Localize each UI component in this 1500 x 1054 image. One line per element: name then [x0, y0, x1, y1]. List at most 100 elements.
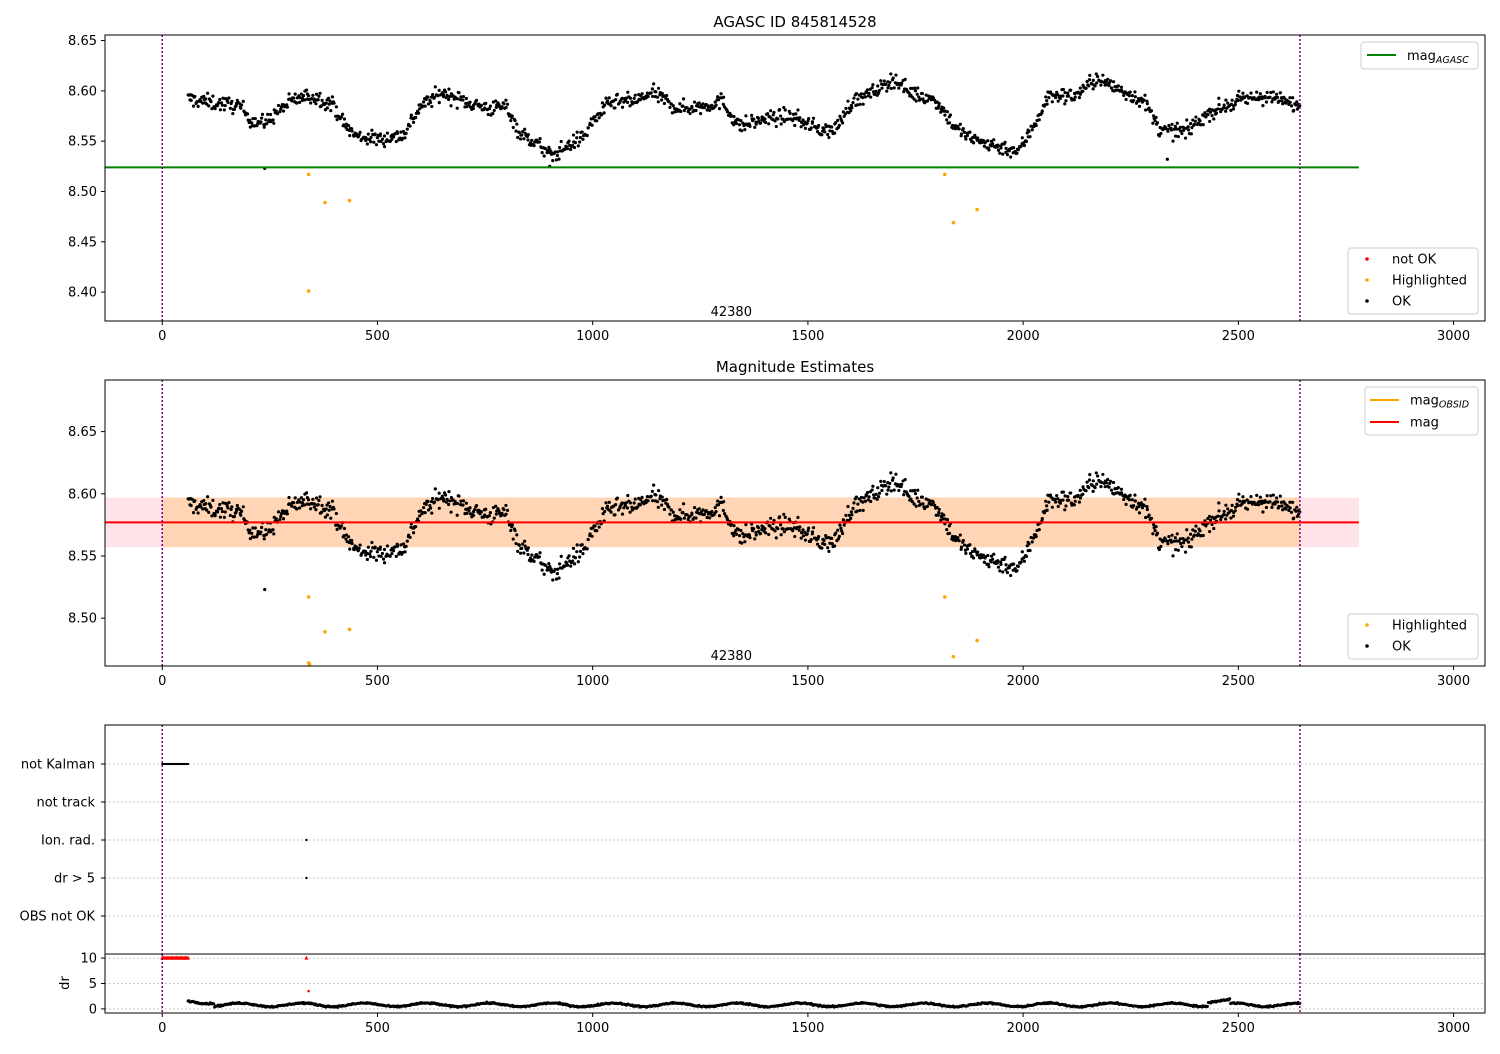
ok-point: [714, 103, 718, 107]
ok-point: [651, 499, 655, 503]
ok-point: [886, 86, 890, 90]
ok-point: [226, 506, 230, 510]
ok-point: [665, 93, 669, 98]
ok-point: [1288, 96, 1292, 100]
ok-point: [279, 514, 283, 518]
ok-point: [314, 92, 319, 96]
ok-point: [1119, 85, 1124, 89]
ok-point: [1192, 533, 1197, 537]
flag-label: Ion. rad.: [41, 834, 95, 849]
ok-point: [206, 91, 210, 95]
legend-label: Highlighted: [1392, 274, 1467, 289]
ok-point: [1119, 487, 1124, 491]
ok-point: [276, 510, 281, 514]
dr-clipped-marker: [186, 955, 191, 960]
ok-point: [685, 513, 689, 517]
ok-point: [1019, 560, 1023, 564]
ok-point: [1153, 119, 1157, 123]
ok-point: [408, 124, 412, 128]
ok-point: [272, 532, 276, 536]
ok-point: [510, 523, 514, 527]
ok-point: [1091, 479, 1095, 483]
ok-point: [1173, 536, 1177, 540]
ok-point: [1005, 153, 1010, 157]
ok-point: [370, 540, 374, 545]
ok-point: [446, 97, 451, 102]
ok-point: [581, 137, 585, 141]
ok-point: [806, 529, 810, 533]
ok-point: [569, 147, 573, 152]
ok-point: [571, 133, 576, 137]
ok-point: [1045, 508, 1049, 512]
ok-point: [228, 106, 232, 110]
ok-point: [1109, 488, 1114, 492]
ok-point: [1186, 125, 1190, 129]
ok-point: [394, 139, 398, 144]
panel-top-xtick-label: 3000: [1437, 329, 1470, 344]
ok-point: [446, 502, 451, 507]
flag-label: dr > 5: [54, 872, 95, 887]
ok-point: [996, 565, 1001, 569]
ok-point: [725, 517, 730, 522]
ok-point: [1271, 493, 1275, 497]
ok-point: [716, 499, 720, 503]
panel-dr-xtick-label: 3000: [1437, 1021, 1470, 1036]
ok-point: [882, 79, 886, 83]
ok-point: [300, 96, 305, 100]
ok-point: [991, 142, 995, 146]
ok-point: [655, 500, 660, 504]
ok-point: [1275, 95, 1280, 100]
ok-point: [782, 530, 786, 534]
panel-middle-xtick-label: 1500: [791, 674, 824, 689]
ok-point: [1178, 537, 1182, 541]
ok-point: [235, 503, 239, 508]
ok-point: [468, 506, 472, 510]
ok-point: [836, 118, 840, 122]
ok-point: [432, 95, 437, 99]
ok-point: [538, 551, 542, 555]
ok-point: [764, 531, 768, 535]
ok-point: [885, 89, 889, 93]
ok-point: [1229, 508, 1234, 513]
ok-point: [1066, 495, 1070, 499]
panel-top-xtick-label: 2000: [1007, 329, 1040, 344]
ok-point: [632, 501, 636, 505]
ok-point: [417, 111, 421, 115]
ok-point: [1257, 98, 1261, 102]
ok-point: [522, 551, 526, 555]
ok-point: [295, 507, 299, 511]
ok-point: [1064, 99, 1068, 103]
ok-point: [884, 484, 888, 488]
ok-point: [716, 95, 720, 99]
ok-point: [1030, 540, 1034, 544]
ok-point: [540, 151, 544, 155]
ok-point: [939, 514, 943, 519]
ok-point: [525, 548, 529, 552]
ok-point: [710, 103, 714, 107]
ok-point: [1122, 93, 1126, 98]
ok-point: [884, 82, 888, 86]
ok-point: [794, 112, 798, 116]
ok-point: [1173, 124, 1177, 128]
ok-point: [1186, 540, 1191, 544]
ok-point: [1204, 524, 1208, 528]
ok-point: [1037, 527, 1041, 532]
ok-point: [826, 132, 830, 137]
ok-point: [863, 95, 868, 99]
ok-point: [457, 91, 461, 95]
ok-point: [497, 511, 502, 515]
ok-point: [215, 510, 220, 514]
ok-point: [615, 496, 620, 500]
ok-point: [274, 517, 278, 521]
ok-point: [828, 129, 832, 133]
ok-point: [271, 528, 275, 532]
ok-point: [523, 539, 527, 543]
ok-point: [1099, 83, 1103, 87]
ok-point: [576, 560, 580, 564]
ok-point: [902, 90, 906, 94]
ok-point: [581, 552, 585, 556]
ok-point: [526, 546, 530, 550]
panel-middle-xtick-label: 2000: [1007, 674, 1040, 689]
ok-point: [810, 120, 815, 124]
ok-point: [317, 94, 321, 98]
